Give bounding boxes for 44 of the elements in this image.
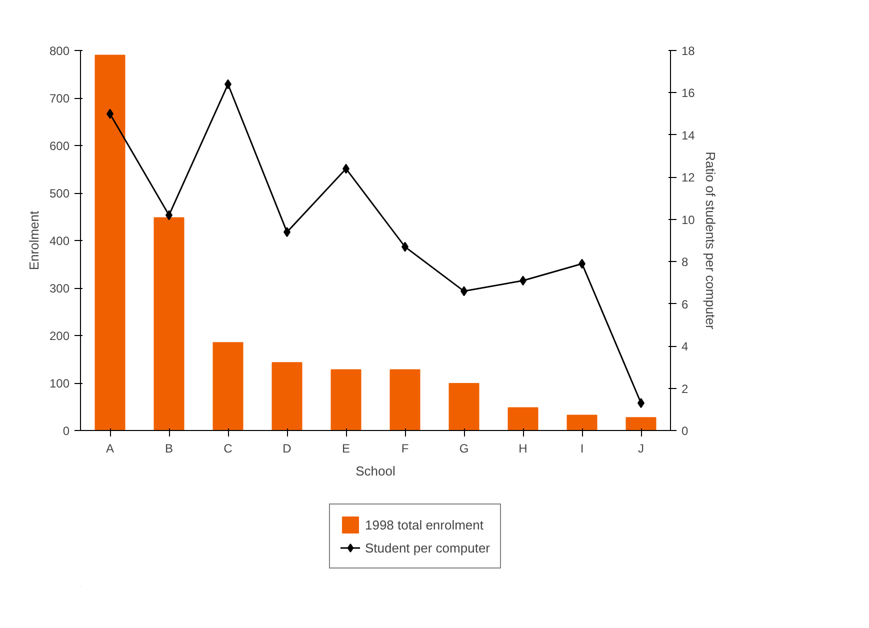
y-tick-label: 300 [49, 282, 70, 296]
x-tick-label: D [282, 442, 292, 456]
y2-tick-label: 6 [682, 297, 688, 312]
y2-tick-label: 2 [682, 382, 688, 396]
x-tick-label: C [224, 442, 233, 456]
x-tick-label: J [638, 442, 644, 456]
bar [212, 342, 244, 430]
y2-tick-label: 14 [682, 128, 696, 142]
bar [566, 414, 598, 430]
x-tick-label: I [580, 442, 584, 456]
x-tick-label: E [342, 442, 350, 456]
y-tick-label: 800 [49, 44, 70, 58]
y-tick-label: 700 [49, 92, 70, 106]
legend-label: 1998 total enrolment [364, 517, 484, 532]
bar [390, 369, 420, 430]
bar [626, 417, 656, 430]
y2-tick-label: 10 [682, 212, 696, 227]
y2-axis-title: Ratio of students per computer [702, 152, 718, 330]
y-tick-label: 600 [49, 139, 70, 153]
x-tick-label: F [401, 442, 409, 456]
y2-tick-label: 8 [682, 255, 688, 270]
legend-label: Student per computer [364, 540, 490, 555]
x-tick-label: B [165, 442, 174, 456]
x-tick-label: G [459, 442, 469, 456]
y2-tick-label: 4 [682, 340, 688, 354]
y-axis-title: Enrolment [26, 210, 42, 270]
bar [154, 217, 184, 430]
x-axis-title: School [356, 464, 396, 478]
bar [448, 382, 480, 430]
bar [94, 54, 126, 430]
bar [272, 362, 302, 430]
y2-tick-label: 16 [682, 86, 696, 100]
y2-tick-label: 18 [682, 44, 696, 58]
y-tick-label: 100 [49, 376, 70, 390]
bar [508, 407, 538, 430]
y2-tick-label: 0 [682, 424, 688, 438]
y-tick-label: 400 [49, 234, 70, 248]
y2-tick-label: 12 [682, 170, 696, 185]
y-tick-label: 500 [49, 186, 70, 200]
y-tick-label: 200 [49, 329, 70, 343]
x-tick-label: A [106, 442, 114, 456]
x-tick-label: H [518, 442, 528, 456]
y-tick-label: 0 [62, 424, 70, 438]
bar [330, 369, 362, 430]
